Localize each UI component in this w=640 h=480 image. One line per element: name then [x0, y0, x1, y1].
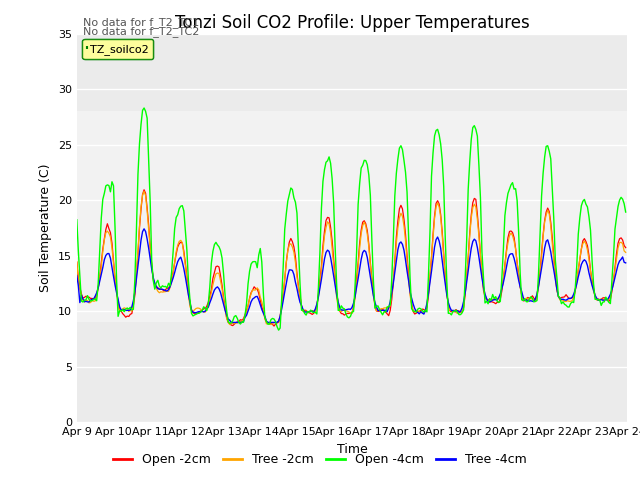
X-axis label: Time: Time	[337, 443, 367, 456]
Text: No data for f_T2_TC1: No data for f_T2_TC1	[83, 17, 200, 28]
Legend: Open -2cm, Tree -2cm, Open -4cm, Tree -4cm: Open -2cm, Tree -2cm, Open -4cm, Tree -4…	[108, 448, 532, 471]
Title: Tonzi Soil CO2 Profile: Upper Temperatures: Tonzi Soil CO2 Profile: Upper Temperatur…	[175, 14, 529, 32]
Bar	[77, 111, 627, 323]
Text: No data for f_T2_TC2: No data for f_T2_TC2	[83, 26, 200, 37]
Legend: TZ_soilco2: TZ_soilco2	[83, 39, 154, 59]
Y-axis label: Soil Temperature (C): Soil Temperature (C)	[39, 164, 52, 292]
